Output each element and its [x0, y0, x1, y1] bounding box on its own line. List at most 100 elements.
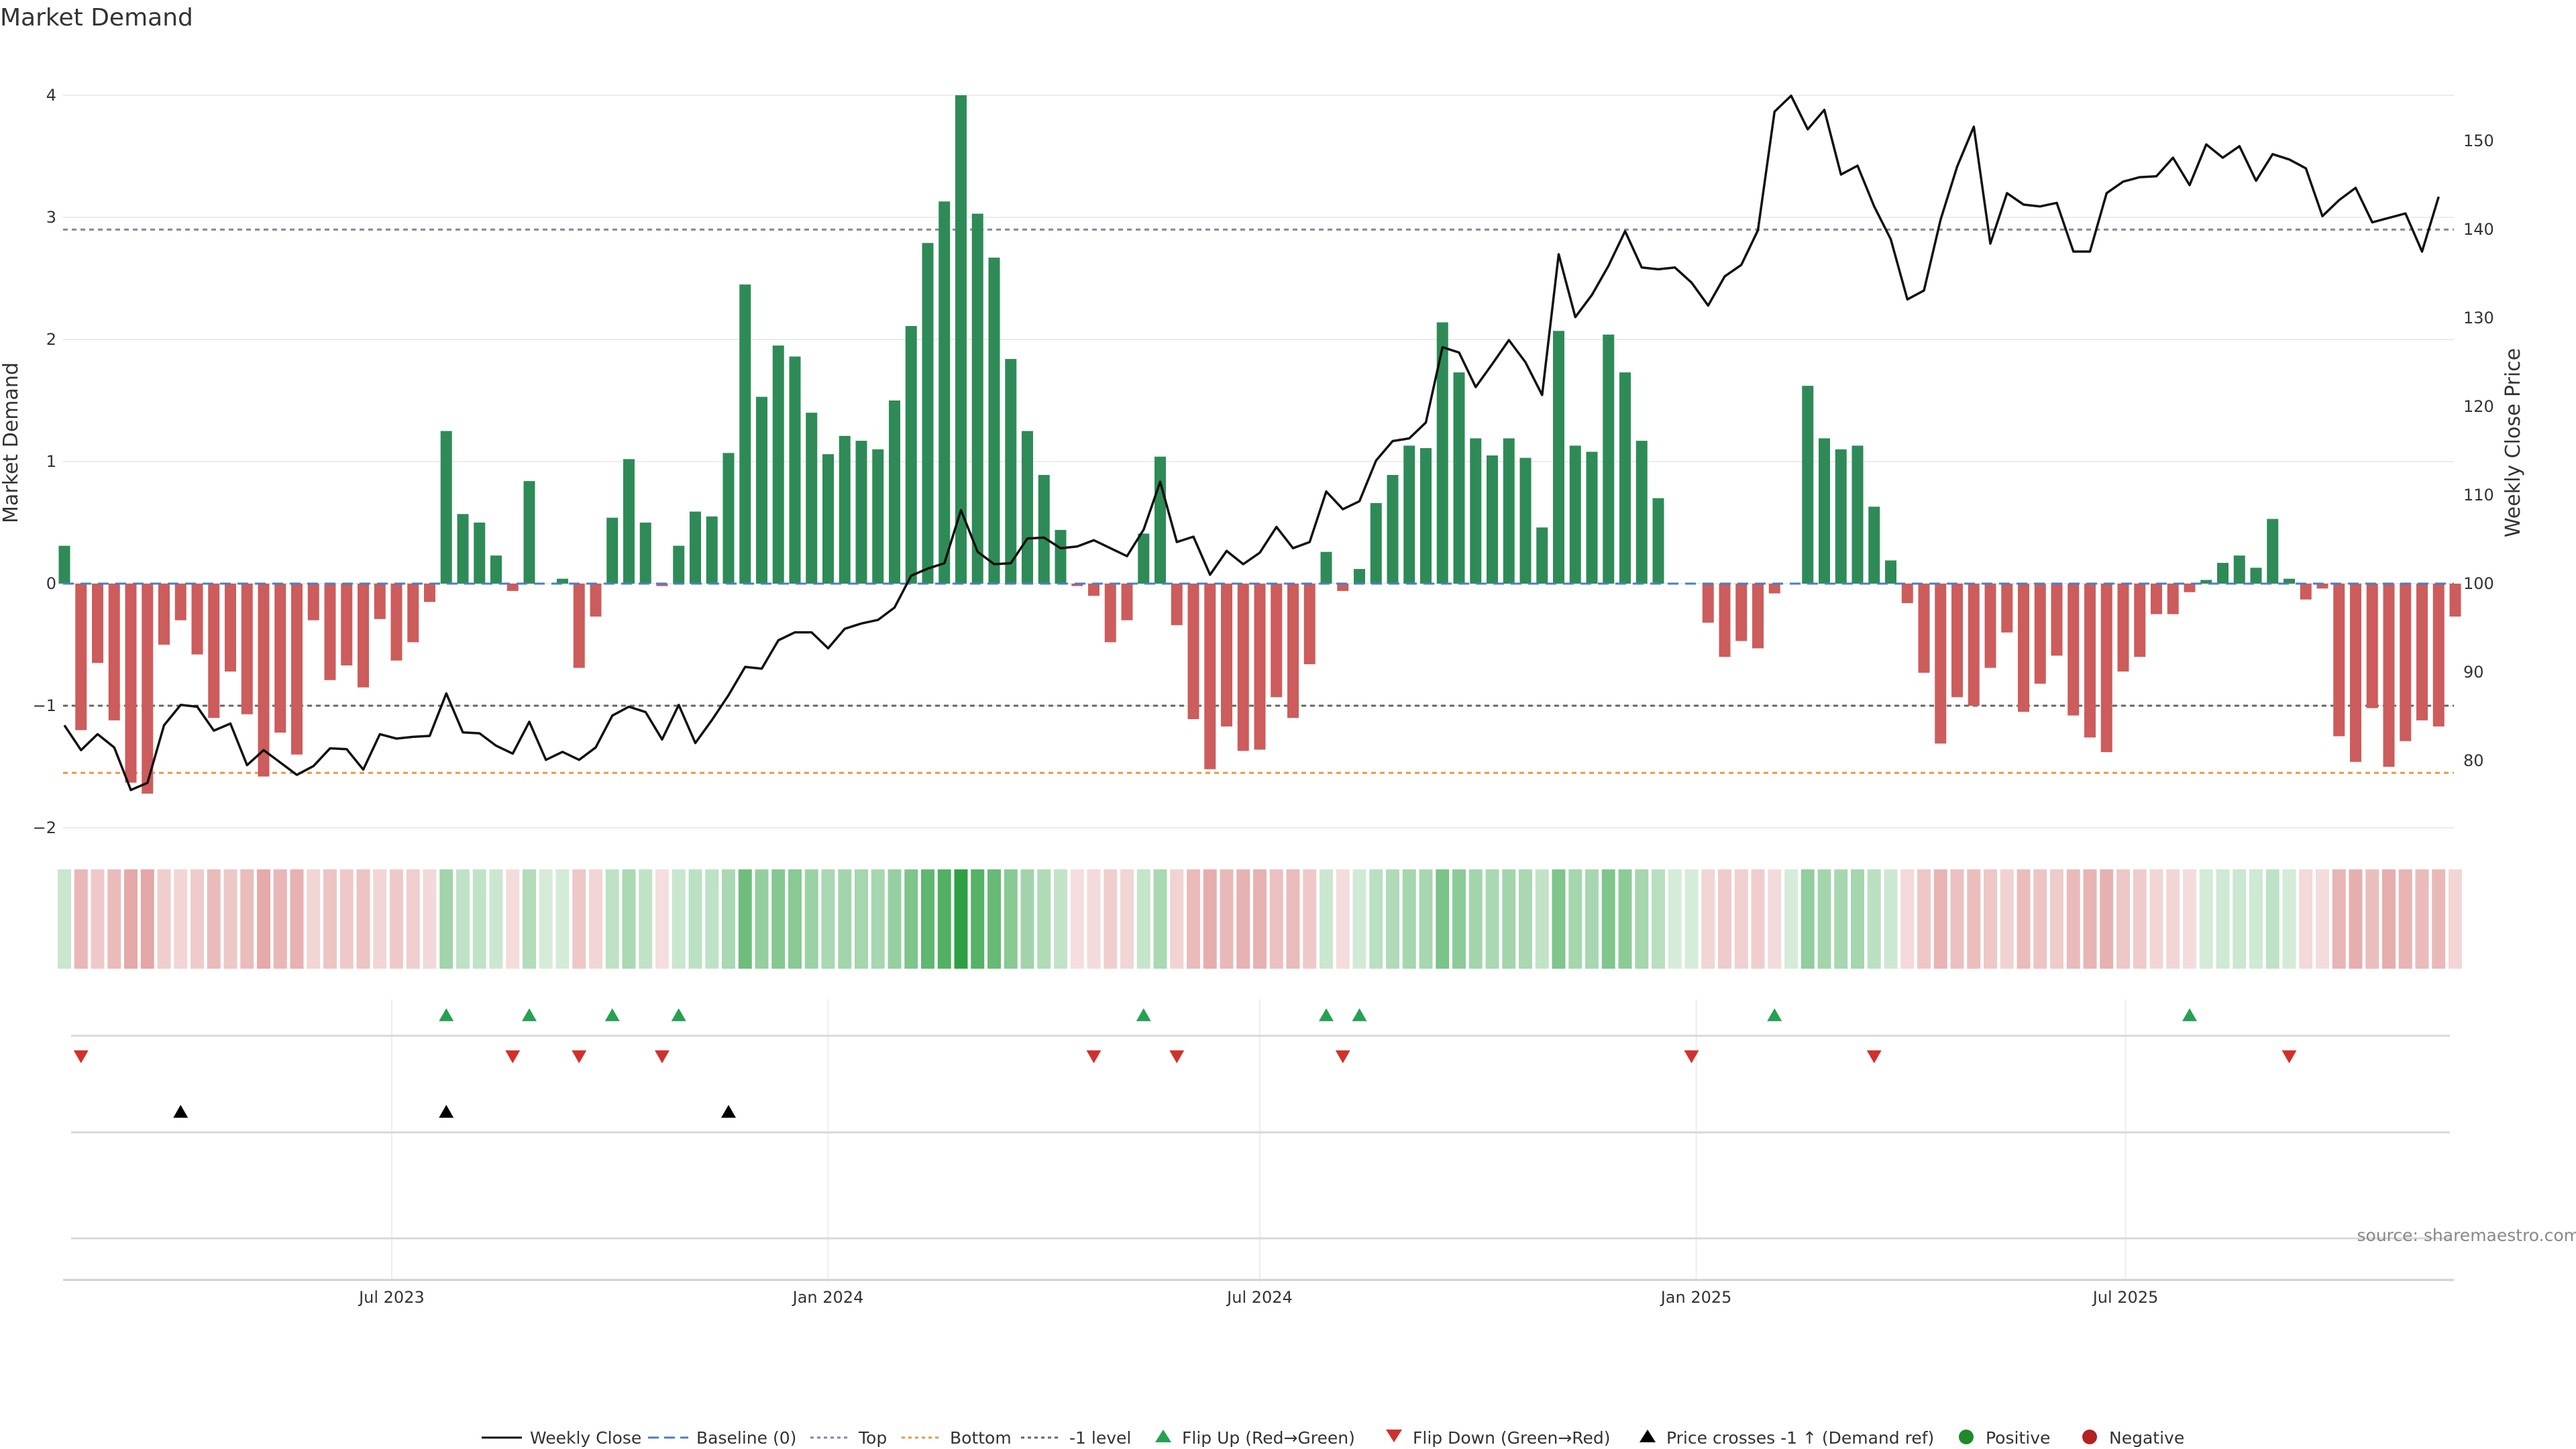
heat-cell — [240, 869, 254, 969]
x-tick-label: Jan 2025 — [1660, 1288, 1732, 1307]
legend-weekly-close: Weekly Close — [482, 1428, 641, 1448]
flip-down-marker — [2282, 1050, 2297, 1063]
heat-cell — [2398, 869, 2412, 969]
heat-cell — [705, 869, 719, 969]
demand-bar — [358, 584, 369, 688]
demand-bar — [2001, 584, 2013, 633]
heat-cell — [1452, 869, 1466, 969]
heat-cell — [1468, 869, 1483, 969]
demand-bar — [1487, 455, 1498, 584]
demand-bar — [1204, 584, 1216, 769]
heat-cell — [323, 869, 337, 969]
flip-down-marker — [1684, 1050, 1699, 1063]
heat-cell — [622, 869, 636, 969]
demand-bar — [490, 555, 502, 584]
heat-cell — [871, 869, 885, 969]
chart-title: Market Demand — [0, 4, 193, 32]
left-axis-ticks: −2 −1 0 1 2 3 4 — [33, 86, 56, 837]
legend-label: Positive — [1986, 1428, 2050, 1448]
demand-bar — [1719, 584, 1731, 657]
heat-cell — [1635, 869, 1649, 969]
demand-bar — [789, 356, 801, 584]
legend-label: Bottom — [950, 1428, 1012, 1448]
heat-cell — [555, 869, 570, 969]
heat-cell — [191, 869, 204, 969]
demand-bar — [1519, 458, 1532, 584]
demand-bar — [174, 584, 186, 621]
demand-bar — [2416, 584, 2428, 720]
demand-bar — [1619, 372, 1631, 584]
demand-bar — [225, 584, 236, 672]
heat-cell — [2133, 869, 2147, 969]
demand-bar — [1420, 447, 1432, 584]
demand-bar — [2383, 584, 2395, 767]
demand-bar — [58, 545, 70, 584]
heat-cell — [1253, 869, 1267, 969]
demand-bar — [108, 584, 120, 720]
left-tick-label: −1 — [33, 696, 56, 715]
flip-down-marker — [505, 1050, 521, 1063]
legend-label: Weekly Close — [530, 1428, 641, 1448]
heat-cell — [456, 869, 470, 969]
x-tick-label: Jul 2024 — [1226, 1288, 1293, 1307]
demand-bar — [2167, 584, 2179, 614]
demand-bar — [1071, 584, 1083, 586]
demand-bar — [772, 345, 784, 584]
heat-cell — [124, 869, 138, 969]
heat-cell — [2432, 869, 2446, 969]
heat-cell — [771, 869, 786, 969]
heat-cell — [390, 869, 403, 969]
heat-cell — [1834, 869, 1848, 969]
legend-baseline-0: Baseline (0) — [648, 1428, 796, 1448]
heat-cell — [2382, 869, 2396, 969]
flip-up-marker — [671, 1008, 686, 1022]
demand-bar — [690, 511, 701, 584]
heat-cell — [572, 869, 586, 969]
heat-cell — [523, 869, 536, 969]
heat-cell — [257, 869, 270, 969]
demand-bar — [2233, 555, 2245, 584]
heat-cell — [2066, 869, 2080, 969]
right-tick-label: 90 — [2463, 663, 2484, 682]
flip-up-marker — [604, 1008, 620, 1022]
demand-bar — [1835, 449, 1847, 584]
heat-cell — [74, 869, 88, 969]
heat-cell — [157, 869, 171, 969]
demand-bar — [1104, 584, 1116, 643]
demand-bar — [1337, 584, 1349, 591]
demand-bar — [1436, 322, 1448, 584]
demand-bar — [938, 201, 951, 584]
demand-bar — [1553, 331, 1564, 584]
right-tick-label: 110 — [2463, 486, 2494, 504]
demand-bar — [474, 523, 486, 584]
heat-cell — [1369, 869, 1383, 969]
heat-cell — [1004, 869, 1018, 969]
demand-bar — [639, 523, 651, 584]
demand-bar — [1320, 551, 1332, 584]
heat-cell — [91, 869, 105, 969]
price-cross-marker — [721, 1105, 736, 1118]
legend-top: Top — [810, 1428, 887, 1448]
demand-bar — [92, 584, 103, 663]
right-tick-label: 130 — [2463, 309, 2494, 327]
demand-bar — [573, 584, 585, 668]
heat-cell — [2415, 869, 2429, 969]
heat-cell — [1784, 869, 1798, 969]
heat-cell — [921, 869, 934, 969]
flip-down-marker — [1335, 1050, 1350, 1063]
heat-cell — [1734, 869, 1748, 969]
demand-bar — [656, 584, 668, 586]
weekly-close-polyline — [63, 94, 2440, 792]
demand-bar — [2400, 584, 2412, 741]
heat-cell — [1751, 869, 1765, 969]
demand-bar — [1155, 456, 1166, 584]
flip-up-marker — [522, 1008, 537, 1022]
demand-bar — [506, 584, 519, 591]
demand-bars — [58, 95, 2461, 794]
right-tick-label: 120 — [2463, 397, 2494, 416]
heat-cell — [1851, 869, 1864, 969]
demand-bar — [2034, 584, 2046, 684]
demand-bar — [440, 431, 452, 584]
heat-cell — [1054, 869, 1067, 969]
